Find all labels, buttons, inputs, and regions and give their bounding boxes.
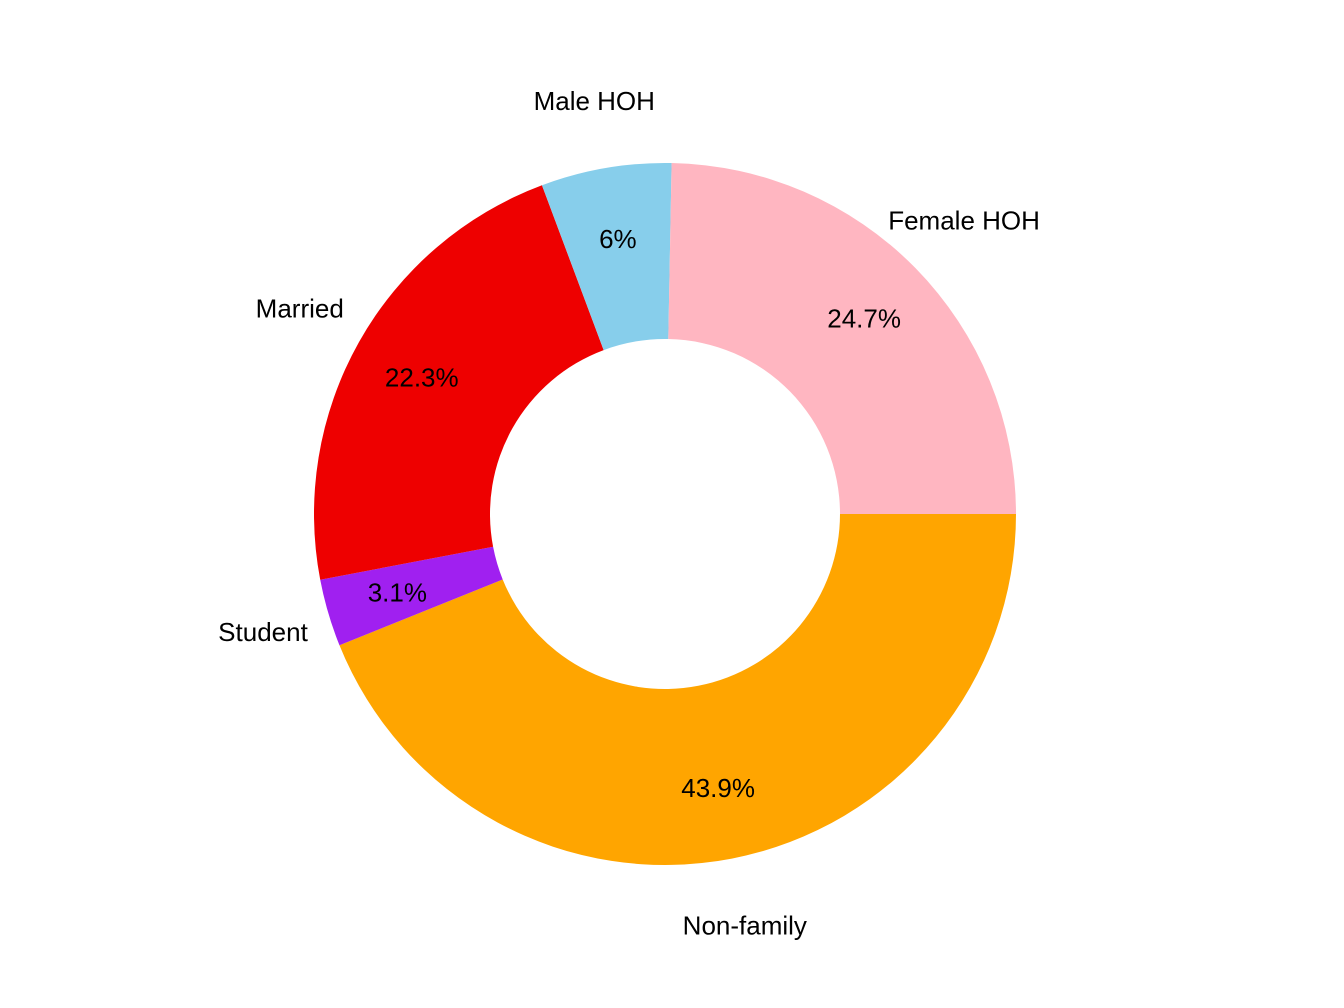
category-label-student: Student <box>218 617 308 647</box>
donut-slices <box>314 163 1016 865</box>
slice-non-family <box>339 514 1016 865</box>
value-label-female-hoh: 24.7% <box>827 304 901 334</box>
category-label-non-family: Non-family <box>683 910 807 940</box>
value-label-male-hoh: 6% <box>599 224 637 254</box>
category-labels: Non-family Student Married Male HOH Female H… <box>218 86 1040 940</box>
slice-student <box>320 546 503 646</box>
value-label-married: 22.3% <box>385 362 459 392</box>
slice-female-hoh <box>668 163 1016 514</box>
slice-married <box>314 185 604 580</box>
category-label-male-hoh: Male HOH <box>534 86 655 116</box>
slice-male-hoh <box>541 163 672 351</box>
value-label-student: 3.1% <box>368 578 427 608</box>
value-label-non-family: 43.9% <box>681 773 755 803</box>
category-label-married: Married <box>256 294 344 324</box>
value-labels: 43.9% 3.1% 22.3% 6% 24.7% <box>368 224 901 803</box>
category-label-female-hoh: Female HOH <box>888 206 1040 236</box>
